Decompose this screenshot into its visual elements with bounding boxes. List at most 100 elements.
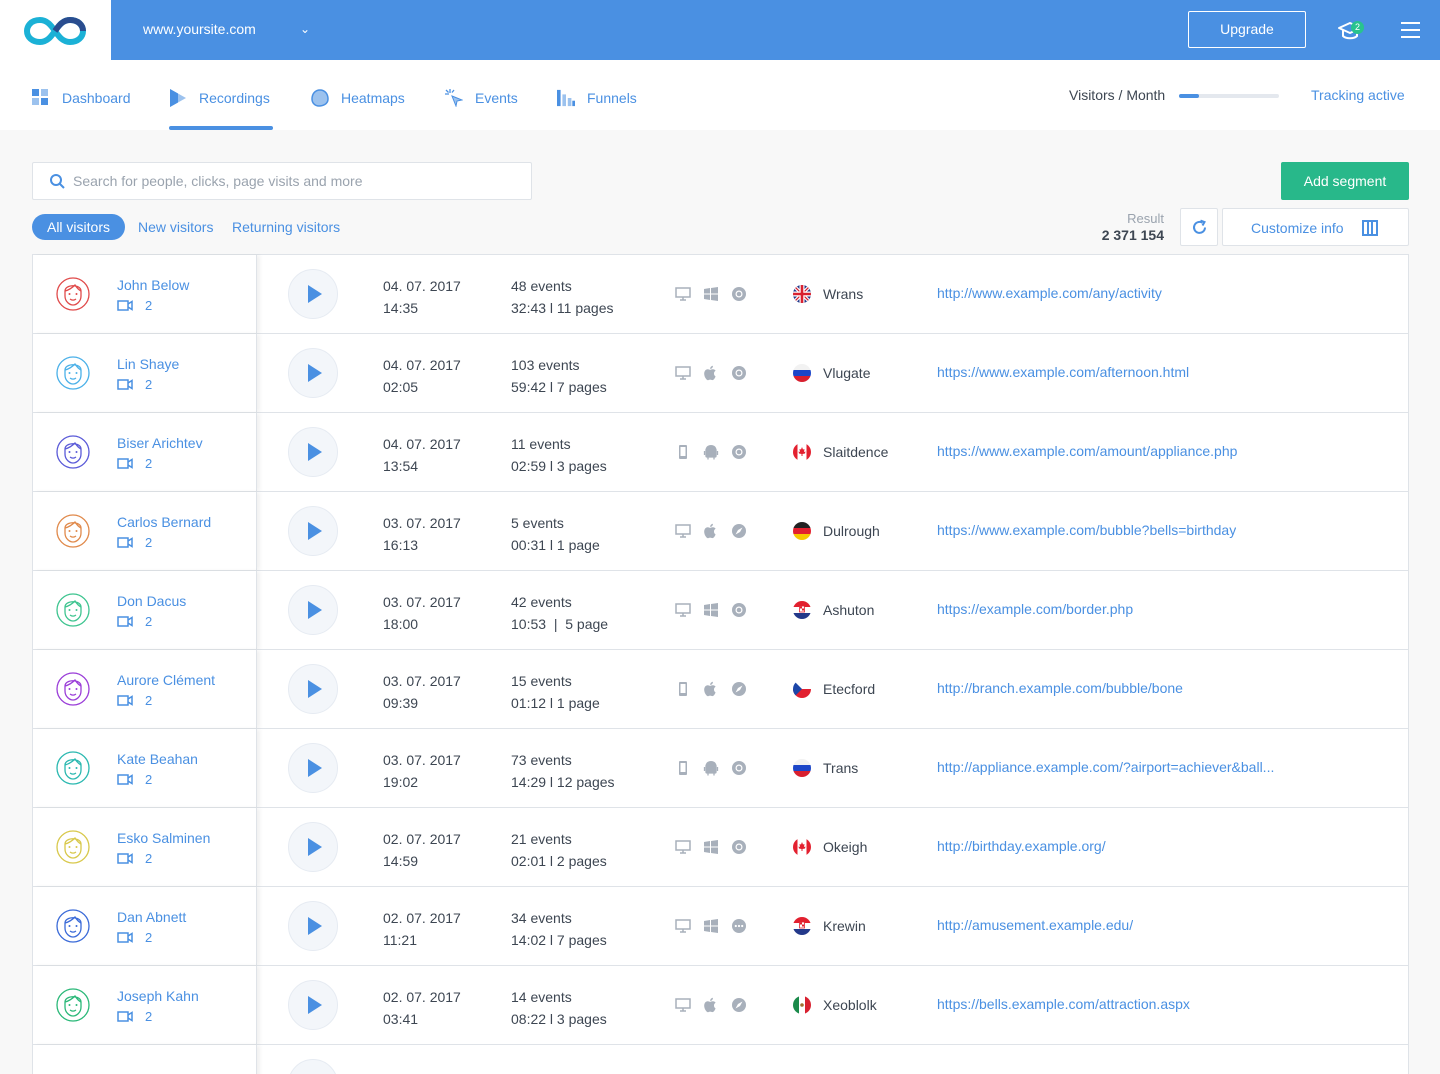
recording-count-value: 2 bbox=[145, 930, 153, 945]
visitor-cell: Don Dacus 2 bbox=[33, 571, 257, 649]
filter-all-visitors[interactable]: All visitors bbox=[32, 214, 125, 240]
recording-row[interactable]: Lin Shaye 2 04. 07. 2017 02:05 103 events 59:… bbox=[32, 333, 1409, 413]
chevron-down-icon[interactable]: ⌄ bbox=[300, 22, 311, 36]
play-recording-button[interactable] bbox=[288, 585, 338, 635]
visitor-name-link[interactable]: Aurore Clément bbox=[117, 672, 216, 688]
visitor-name-link[interactable]: Lin Shaye bbox=[117, 356, 180, 372]
page-url-link[interactable]: https://www.example.com/bubble?bells=bir… bbox=[937, 522, 1237, 538]
play-recording-button[interactable] bbox=[288, 980, 338, 1030]
event-count: 48 events bbox=[511, 278, 572, 294]
page-url-link[interactable]: https://example.com/border.php bbox=[937, 601, 1134, 617]
play-icon bbox=[308, 759, 322, 777]
apple-icon bbox=[703, 997, 719, 1013]
event-count: 103 events bbox=[511, 357, 580, 373]
site-selector[interactable]: www.yoursite.com bbox=[143, 21, 256, 37]
refresh-button[interactable] bbox=[1180, 208, 1218, 246]
page-url-link[interactable]: https://www.example.com/afternoon.html bbox=[937, 364, 1190, 380]
avatar bbox=[55, 908, 91, 944]
visitor-name-link[interactable]: Dan Abnett bbox=[117, 909, 187, 925]
play-recording-button[interactable] bbox=[288, 664, 338, 714]
tab-funnels[interactable]: Funnels bbox=[557, 88, 637, 108]
recording-count-value: 2 bbox=[145, 772, 153, 787]
recording-time: 09:39 bbox=[383, 695, 419, 711]
apple-icon bbox=[703, 523, 719, 539]
safari-icon bbox=[731, 997, 747, 1013]
play-recording-button[interactable] bbox=[288, 348, 338, 398]
play-recording-button[interactable] bbox=[288, 743, 338, 793]
tracking-status-link[interactable]: Tracking active bbox=[1311, 87, 1405, 103]
visitor-name-link[interactable]: Joseph Kahn bbox=[117, 988, 199, 1004]
recording-time: 14:35 bbox=[383, 300, 419, 316]
event-count: 15 events bbox=[511, 673, 572, 689]
video-camera-icon bbox=[117, 458, 133, 469]
recording-row[interactable]: Kate Beahan 2 03. 07. 2017 19:02 73 events 14… bbox=[32, 728, 1409, 808]
filter-returning-visitors[interactable]: Returning visitors bbox=[232, 219, 341, 235]
other-icon bbox=[731, 918, 747, 934]
hamburger-menu-icon[interactable] bbox=[1401, 22, 1420, 38]
recording-row[interactable]: Don Dacus 2 03. 07. 2017 18:00 42 events 10:5… bbox=[32, 570, 1409, 650]
recording-count: 2 bbox=[117, 377, 152, 392]
add-segment-button[interactable]: Add segment bbox=[1281, 162, 1409, 200]
page-url-link[interactable]: http://branch.example.com/bubble/bone bbox=[937, 680, 1183, 696]
page-url-link[interactable]: http://amusement.example.edu/ bbox=[937, 917, 1134, 933]
filter-new-visitors[interactable]: New visitors bbox=[138, 219, 214, 235]
tab-dashboard[interactable]: Dashboard bbox=[32, 88, 131, 108]
play-recording-button[interactable] bbox=[288, 506, 338, 556]
visitor-name-link[interactable]: John Below bbox=[117, 277, 190, 293]
visitor-name-link[interactable]: Kate Beahan bbox=[117, 751, 198, 767]
visitor-cell: Biser Arichtev 2 bbox=[33, 413, 257, 491]
play-recording-button[interactable] bbox=[288, 822, 338, 872]
page-url-link[interactable]: https://www.example.com/amount/appliance… bbox=[937, 443, 1238, 459]
search-input[interactable] bbox=[73, 163, 523, 199]
recording-count: 2 bbox=[117, 851, 152, 866]
play-icon bbox=[308, 917, 322, 935]
play-recording-button[interactable] bbox=[288, 901, 338, 951]
customize-info-button[interactable]: Customize info bbox=[1222, 208, 1409, 246]
page-url-link[interactable]: http://www.example.com/any/activity bbox=[937, 285, 1162, 301]
tab-events[interactable]: Events bbox=[445, 88, 518, 108]
windows-icon bbox=[703, 839, 719, 855]
recording-row[interactable]: Joseph Kahn 2 02. 07. 2017 03:41 14 events 08… bbox=[32, 965, 1409, 1045]
tab-label: Funnels bbox=[587, 90, 637, 106]
page-url-link[interactable]: http://birthday.example.org/ bbox=[937, 838, 1106, 854]
recording-row[interactable]: John Below 2 04. 07. 2017 14:35 48 events 32:… bbox=[32, 254, 1409, 334]
device-info bbox=[675, 760, 747, 776]
visitor-name-link[interactable]: Carlos Bernard bbox=[117, 514, 212, 530]
play-recording-button[interactable] bbox=[288, 269, 338, 319]
recording-stats: 5 events 00:31 l 1 page bbox=[511, 512, 600, 556]
recording-time: 16:13 bbox=[383, 537, 419, 553]
mobile-icon bbox=[675, 760, 691, 776]
visitor-cell: Kate Beahan 2 bbox=[33, 729, 257, 807]
recording-row[interactable]: Dan Abnett 2 02. 07. 2017 11:21 34 events 14:… bbox=[32, 886, 1409, 966]
recording-row[interactable]: Aurore Clément 2 03. 07. 2017 09:39 15 event… bbox=[32, 649, 1409, 729]
upgrade-button[interactable]: Upgrade bbox=[1188, 11, 1306, 48]
russia-flag-icon bbox=[793, 364, 811, 382]
recording-stats: 103 events 59:42 l 7 pages bbox=[511, 354, 607, 398]
tab-heatmaps[interactable]: Heatmaps bbox=[311, 88, 405, 108]
recording-stats: 48 events 32:43 l 11 pages bbox=[511, 275, 614, 319]
tab-recordings[interactable]: Recordings bbox=[169, 88, 270, 108]
croatia-flag-icon bbox=[793, 601, 811, 619]
recording-row[interactable] bbox=[32, 1044, 1409, 1074]
visitor-name-link[interactable]: Biser Arichtev bbox=[117, 435, 203, 451]
visitor-name-link[interactable]: Esko Salminen bbox=[117, 830, 211, 846]
page-url-link[interactable]: https://bells.example.com/attraction.asp… bbox=[937, 996, 1190, 1012]
play-icon bbox=[308, 601, 322, 619]
avatar bbox=[55, 987, 91, 1023]
play-recording-button[interactable] bbox=[288, 427, 338, 477]
recording-row[interactable]: Esko Salminen 2 02. 07. 2017 14:59 21 events… bbox=[32, 807, 1409, 887]
device-info bbox=[675, 444, 747, 460]
visitor-name-link[interactable]: Don Dacus bbox=[117, 593, 187, 609]
safari-icon bbox=[731, 523, 747, 539]
event-count: 5 events bbox=[511, 515, 564, 531]
windows-icon bbox=[703, 286, 719, 302]
recording-row[interactable]: Biser Arichtev 2 04. 07. 2017 13:54 11 event… bbox=[32, 412, 1409, 492]
recording-row[interactable]: Carlos Bernard 2 03. 07. 2017 16:13 5 events… bbox=[32, 491, 1409, 571]
video-camera-icon bbox=[117, 932, 133, 943]
play-recording-button[interactable] bbox=[288, 1059, 338, 1074]
device-info bbox=[675, 681, 747, 697]
page-url-link[interactable]: http://appliance.example.com/?airport=ac… bbox=[937, 759, 1275, 775]
event-count: 21 events bbox=[511, 831, 572, 847]
logo[interactable] bbox=[0, 0, 111, 60]
recording-date: 03. 07. 2017 bbox=[383, 673, 461, 689]
